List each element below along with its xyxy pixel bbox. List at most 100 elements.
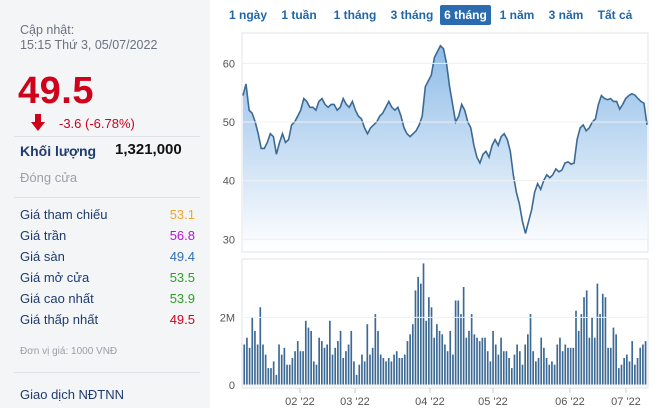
volume-bar bbox=[393, 354, 395, 385]
volume-bar bbox=[620, 364, 623, 385]
volume-bar bbox=[449, 330, 452, 385]
volume-bar bbox=[599, 314, 601, 385]
volume-bar bbox=[342, 358, 345, 385]
volume-bar bbox=[358, 364, 361, 385]
price-tick-label: 60 bbox=[223, 58, 235, 70]
volume-bar bbox=[478, 341, 481, 385]
volume-bar bbox=[457, 300, 460, 385]
market-status: Đóng cửa bbox=[20, 170, 78, 185]
volume-bar bbox=[636, 358, 639, 385]
volume-tick-label: 0 bbox=[229, 380, 235, 392]
volume-bar bbox=[642, 344, 644, 385]
volume-bar bbox=[243, 344, 246, 385]
volume-bar bbox=[481, 337, 484, 385]
volume-bar bbox=[267, 368, 270, 385]
stat-label: Giá trần bbox=[20, 228, 67, 243]
x-tick-label: 06 '22 bbox=[555, 396, 585, 408]
stat-label: Giá sàn bbox=[20, 249, 65, 264]
stat-value: 49.5 bbox=[169, 312, 195, 327]
volume-bar bbox=[398, 358, 401, 385]
volume-bar bbox=[401, 358, 403, 385]
current-price: 49.5 bbox=[18, 70, 94, 112]
volume-bar bbox=[259, 307, 262, 385]
volume-bar bbox=[299, 351, 302, 385]
volume-value: 1,321,000 bbox=[115, 141, 182, 158]
volume-bar bbox=[275, 374, 278, 385]
volume-bar bbox=[318, 337, 320, 385]
volume-bar bbox=[256, 344, 259, 385]
volume-bar bbox=[430, 307, 433, 385]
stat-label: Giá cao nhất bbox=[20, 291, 94, 306]
down-arrow-icon bbox=[31, 114, 45, 131]
volume-bar bbox=[387, 358, 390, 385]
tab-1-year[interactable]: 1 năm bbox=[499, 8, 535, 22]
volume-bar bbox=[248, 347, 251, 385]
volume-bar bbox=[473, 334, 476, 385]
volume-bar bbox=[559, 337, 561, 385]
volume-bar bbox=[462, 287, 465, 385]
volume-bar bbox=[329, 320, 331, 385]
tab-1-day[interactable]: 1 ngày bbox=[228, 8, 267, 22]
volume-bar bbox=[609, 347, 612, 385]
volume-label: Khối lượng bbox=[20, 143, 97, 159]
volume-bar bbox=[272, 361, 275, 385]
volume-bar bbox=[572, 347, 575, 385]
x-tick-label: 03 '22 bbox=[340, 396, 370, 408]
volume-bar bbox=[385, 361, 387, 385]
volume-bar bbox=[345, 351, 347, 385]
divider bbox=[14, 372, 200, 373]
volume-bar bbox=[377, 330, 379, 385]
update-time: 15:15 Thứ 3, 05/07/2022 bbox=[20, 38, 158, 52]
volume-bar bbox=[286, 364, 288, 385]
volume-bar bbox=[361, 354, 363, 385]
volume-bar bbox=[553, 364, 556, 385]
stat-value: 56.8 bbox=[169, 228, 195, 243]
volume-bar bbox=[577, 330, 580, 385]
volume-bar bbox=[575, 310, 577, 385]
volume-bar bbox=[545, 358, 548, 385]
volume-bar bbox=[470, 314, 473, 385]
price-unit-note: Đơn vị giá: 1000 VNĐ bbox=[20, 346, 118, 357]
volume-bar bbox=[312, 361, 315, 385]
price-area bbox=[243, 45, 647, 252]
tab-1-week[interactable]: 1 tuần bbox=[281, 8, 317, 22]
foreign-trading-link[interactable]: Giao dịch NĐTNN bbox=[20, 387, 125, 402]
volume-bar bbox=[569, 347, 572, 385]
stat-value: 53.1 bbox=[169, 207, 195, 222]
volume-bar bbox=[513, 354, 516, 385]
volume-bar bbox=[339, 330, 342, 385]
volume-bar bbox=[607, 347, 609, 385]
tab-1-month[interactable]: 1 tháng bbox=[333, 8, 377, 22]
stat-value: 49.4 bbox=[169, 249, 195, 264]
volume-bar bbox=[454, 300, 457, 385]
volume-bar bbox=[428, 297, 430, 385]
volume-bar bbox=[347, 344, 350, 385]
volume-bar bbox=[617, 368, 620, 385]
volume-bar bbox=[535, 361, 537, 385]
tab-3-years[interactable]: 3 năm bbox=[548, 8, 584, 22]
x-tick-label: 02 '22 bbox=[285, 396, 315, 408]
volume-bar bbox=[288, 364, 291, 385]
volume-bar bbox=[302, 351, 304, 385]
volume-bar bbox=[468, 330, 470, 385]
volume-bar bbox=[337, 341, 339, 385]
volume-bar bbox=[489, 361, 492, 385]
volume-bar bbox=[409, 334, 411, 385]
volume-bar bbox=[564, 344, 567, 385]
divider bbox=[14, 197, 200, 198]
volume-bar bbox=[382, 358, 385, 385]
volume-bar bbox=[593, 337, 596, 385]
volume-bar bbox=[315, 364, 318, 385]
price-tick-label: 30 bbox=[223, 234, 235, 246]
tab-all[interactable]: Tất cả bbox=[597, 8, 633, 22]
volume-bar bbox=[369, 354, 371, 385]
volume-bar bbox=[612, 327, 615, 385]
stat-label: Giá mở cửa bbox=[20, 270, 90, 285]
volume-bar bbox=[374, 314, 377, 385]
stock-summary-panel: Cập nhật: 15:15 Thứ 3, 05/07/2022 49.5 -… bbox=[0, 0, 210, 408]
price-tick-label: 40 bbox=[223, 176, 235, 188]
tab-3-months[interactable]: 3 tháng bbox=[390, 8, 434, 22]
volume-bar bbox=[331, 354, 334, 385]
tab-6-months[interactable]: 6 tháng bbox=[440, 5, 491, 25]
divider bbox=[14, 136, 200, 137]
